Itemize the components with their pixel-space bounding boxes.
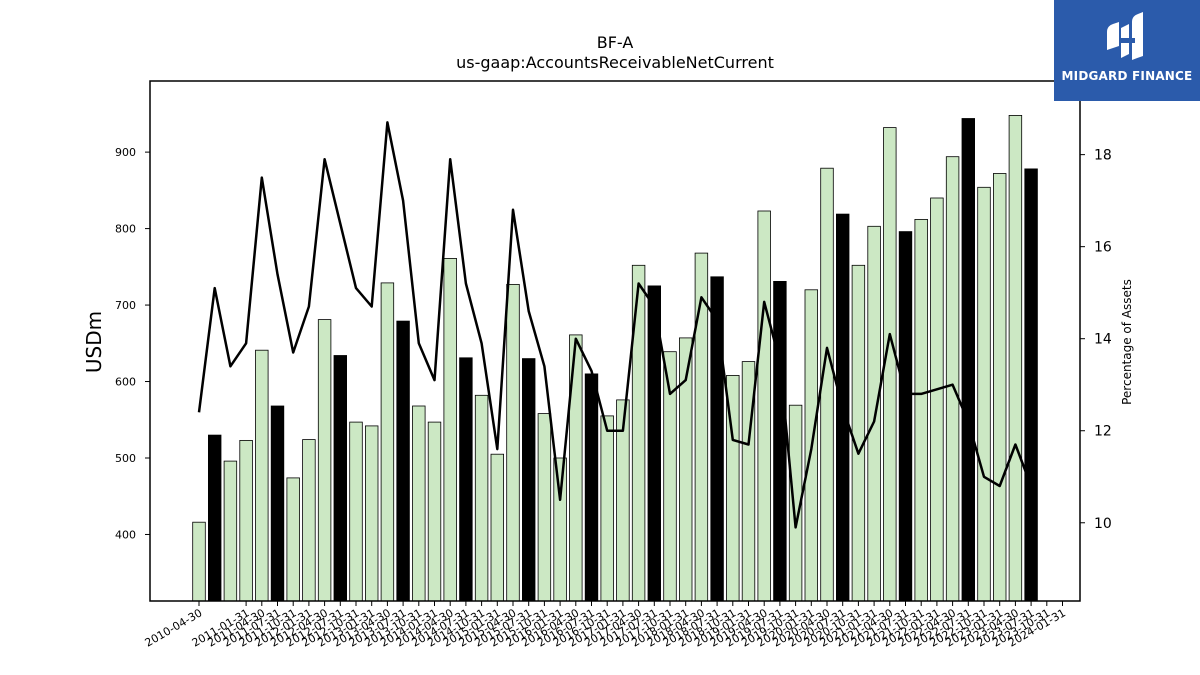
y2-axis: 10 12 14 16 18 (1080, 148, 1112, 532)
bar (553, 457, 567, 602)
bar (396, 320, 410, 602)
bar (1008, 115, 1023, 602)
y-tick-label: 600 (115, 376, 136, 389)
y-tick-label: 500 (115, 452, 136, 465)
bar (270, 405, 285, 602)
bar (506, 283, 520, 602)
bar (192, 521, 206, 602)
brand-logo: MIDGARD FINANCE (1054, 0, 1200, 101)
bar (537, 413, 552, 602)
bar (490, 453, 505, 602)
bar (1024, 168, 1038, 602)
chart-title: BF-A (597, 33, 634, 52)
logo-text: MIDGARD FINANCE (1061, 69, 1193, 83)
bar (474, 394, 489, 602)
bar (364, 425, 379, 602)
y2-tick-label: 10 (1094, 516, 1112, 532)
bar (600, 415, 614, 602)
bar (977, 186, 991, 602)
y-tick-label: 800 (115, 223, 136, 236)
y-tick-label: 900 (115, 146, 136, 159)
y2-axis-label: Percentage of Assets (1120, 279, 1134, 405)
bar (302, 439, 316, 602)
bar (930, 197, 944, 602)
bar (945, 156, 960, 602)
logo-mark-icon (1107, 12, 1143, 60)
y-tick-label: 400 (115, 528, 136, 541)
y-tick-label: 700 (115, 299, 136, 312)
line-group (197, 121, 1033, 529)
bar (867, 225, 881, 602)
bar (522, 358, 536, 602)
bars-group (192, 115, 1038, 602)
bar (286, 477, 300, 602)
y2-tick-label: 14 (1094, 332, 1112, 348)
bar (773, 280, 787, 602)
bar (757, 210, 771, 602)
y2-tick-label: 18 (1094, 148, 1112, 164)
line-series (197, 121, 1033, 529)
chart-subtitle: us-gaap:AccountsReceivableNetCurrent (456, 53, 774, 72)
bar (584, 373, 599, 602)
bar (993, 173, 1007, 602)
bar (443, 257, 457, 602)
bar (427, 421, 442, 602)
bar (349, 421, 363, 602)
bar (255, 349, 269, 602)
plot-frame (149, 80, 1081, 602)
x-axis: 2010-04-302011-01-312011-04-302011-07-31… (143, 601, 1068, 650)
bar (239, 439, 253, 602)
y-axis-label: USDm (82, 311, 106, 373)
bar (380, 282, 395, 602)
bar (223, 460, 238, 602)
bar (207, 434, 222, 602)
bar (333, 355, 348, 602)
bar (914, 218, 928, 602)
bar (412, 405, 426, 602)
y2-tick-label: 12 (1094, 424, 1112, 440)
bar (820, 167, 834, 602)
y-axis: 400 500 600 700 800 900 (115, 146, 150, 541)
bar (317, 319, 332, 602)
bar (851, 264, 866, 602)
bar (961, 118, 976, 602)
y2-tick-label: 16 (1094, 240, 1112, 256)
bar (898, 231, 913, 602)
bar (459, 357, 473, 602)
